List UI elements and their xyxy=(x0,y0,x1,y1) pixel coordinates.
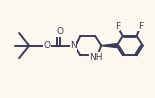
Text: F: F xyxy=(138,22,143,31)
Polygon shape xyxy=(101,44,117,48)
Text: F: F xyxy=(115,22,120,31)
Text: NH: NH xyxy=(89,53,103,62)
Text: N: N xyxy=(70,41,77,50)
Text: O: O xyxy=(56,27,63,36)
Text: O: O xyxy=(43,41,50,50)
